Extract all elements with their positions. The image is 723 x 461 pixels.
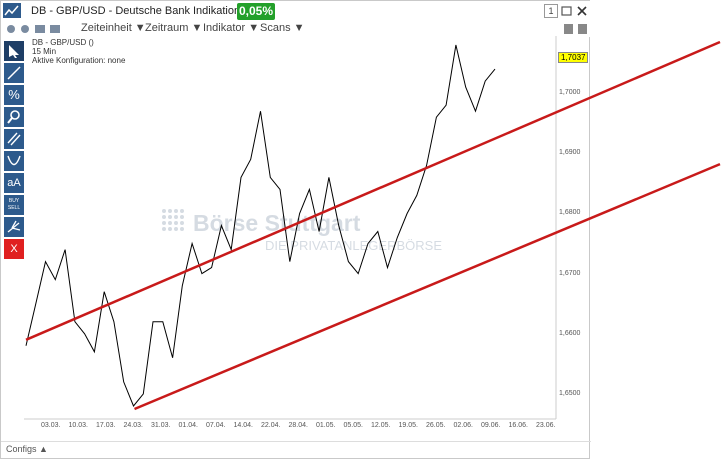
date-tick-label: 17.03. [96,422,116,429]
zoom-tool-icon[interactable] [4,107,24,127]
price-tick-label: 1,6700 [559,269,581,277]
date-tick-label: 14.04. [233,422,253,429]
date-tick-label: 02.06. [453,422,473,429]
date-tick-label: 22.04. [261,422,281,429]
menu-bar: Zeiteinheit ▼ Zeitraum ▼ Indikator ▼ Sca… [1,21,591,37]
date-tick-label: 19.05. [398,422,418,429]
price-tick-label: 1,7000 [559,89,581,97]
price-tick-label: 1,6900 [559,149,581,157]
restore-icon[interactable] [560,4,574,18]
date-tick-label: 05.05. [343,422,363,429]
date-tick-label: 10.03. [68,422,88,429]
configs-toggle[interactable]: Configs ▲ [6,444,48,454]
change-badge: 0,05% [237,3,275,20]
save-icon[interactable] [563,23,589,35]
parallel-lines-tool-icon[interactable] [4,129,24,149]
watermark-sub: DIE PRIVATANLEGERBÖRSE [265,238,442,253]
date-tick-label: 09.06. [481,422,501,429]
watermark-logo-icon [162,209,184,231]
date-tick-label: 03.03. [41,422,61,429]
menu-scans[interactable]: Scans ▼ [260,22,305,34]
line-tool-icon[interactable] [4,63,24,83]
date-tick-label: 31.03. [151,422,171,429]
info-config: Aktive Konfiguration: none [32,56,126,65]
price-tick-label: 1,6600 [559,329,581,337]
curve-tool-icon[interactable] [4,151,24,171]
price-axis: 1,7000 1,6900 1,6800 1,6700 1,6600 1,6500 [556,37,591,437]
percent-tool-icon[interactable]: % [4,85,24,105]
last-price-label: 1,7037 [558,52,589,63]
window-title: DB - GBP/USD - Deutsche Bank Indikation [31,5,241,17]
menu-zeiteinheit[interactable]: Zeiteinheit ▼ [81,22,146,34]
lower-trendline [134,162,721,411]
date-tick-label: 24.03. [123,422,143,429]
title-bar: DB - GBP/USD - Deutsche Bank Indikation … [1,1,591,22]
date-axis: 03.03. 10.03. 17.03. 24.03. 31.03. 01.04. 07.0… [25,421,565,433]
date-tick-label: 26.05. [426,422,446,429]
date-tick-label: 01.04. [178,422,198,429]
upper-trendline [25,40,721,341]
fork-tool-icon[interactable] [4,217,24,237]
date-tick-label: 01.05. [316,422,336,429]
close-icon[interactable] [575,4,589,18]
menu-indikator[interactable]: Indikator ▼ [203,22,260,34]
toolbar-mini-icons[interactable] [5,23,65,35]
tab-number-button[interactable]: 1 [544,4,558,18]
chart-app-icon [3,3,21,18]
footer-bar: Configs ▲ [1,441,591,461]
buy-sell-tool-icon[interactable]: BUY SELL [4,195,24,215]
date-tick-label: 28.04. [288,422,308,429]
menu-zeitraum[interactable]: Zeitraum ▼ [145,22,203,34]
price-tick-label: 1,6800 [559,209,581,217]
info-interval: 15 Min [32,47,57,56]
date-tick-label: 16.06. [508,422,528,429]
info-symbol: DB - GBP/USD () [32,38,94,47]
date-tick-label: 23.06. [536,422,556,429]
text-tool-icon[interactable]: aA [4,173,24,193]
price-series-line [25,44,496,407]
chart-info: DB - GBP/USD () 15 Min Aktive Konfigurat… [32,38,125,65]
delete-tool-icon[interactable]: X [4,239,24,259]
chart-window: DB - GBP/USD - Deutsche Bank Indikation … [0,0,591,461]
price-tick-label: 1,6500 [559,389,581,397]
cursor-tool-icon[interactable] [4,41,24,61]
date-tick-label: 12.05. [371,422,391,429]
date-tick-label: 07.04. [206,422,226,429]
